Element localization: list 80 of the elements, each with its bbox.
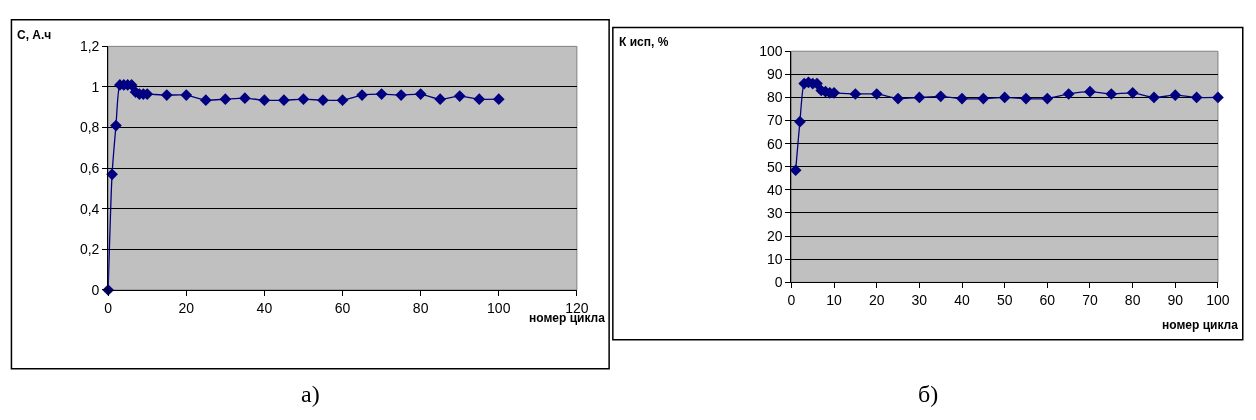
point bbox=[473, 93, 486, 106]
point bbox=[934, 90, 947, 103]
point bbox=[239, 92, 251, 104]
point bbox=[278, 94, 290, 107]
point bbox=[794, 115, 806, 128]
x-tick-label: 120 bbox=[565, 299, 589, 316]
point bbox=[297, 93, 310, 106]
x-tick-label: 20 bbox=[868, 292, 885, 309]
point bbox=[110, 119, 122, 132]
x-tick-label: 40 bbox=[954, 292, 971, 309]
point bbox=[1062, 88, 1075, 100]
text: а) bbox=[301, 381, 320, 407]
x-tick-label: 40 bbox=[256, 299, 273, 316]
y-tick-label: 1 bbox=[91, 78, 100, 95]
y-tick-label: 0,2 bbox=[79, 241, 100, 258]
point bbox=[180, 89, 193, 101]
x-tick-label: 100 bbox=[1206, 292, 1230, 309]
x-tick-label: 60 bbox=[1039, 292, 1056, 309]
point bbox=[434, 93, 447, 106]
point bbox=[1169, 89, 1182, 101]
x-tick-label: 10 bbox=[826, 292, 843, 309]
point bbox=[258, 94, 271, 107]
point bbox=[160, 89, 173, 101]
point bbox=[1041, 92, 1054, 105]
point bbox=[977, 92, 990, 105]
point bbox=[1020, 92, 1032, 105]
point bbox=[336, 94, 349, 107]
x-tick-label: 60 bbox=[334, 299, 351, 316]
y-axis-title: С, А.ч bbox=[17, 28, 52, 42]
point bbox=[1190, 91, 1203, 104]
point bbox=[1105, 88, 1118, 100]
y-tick-label: 0 bbox=[774, 274, 783, 291]
point bbox=[870, 88, 883, 100]
text: б) bbox=[918, 381, 939, 407]
point bbox=[414, 88, 427, 100]
point bbox=[375, 88, 388, 100]
x-tick-label: 80 bbox=[1124, 292, 1141, 309]
point bbox=[892, 92, 904, 105]
point bbox=[453, 90, 466, 102]
point bbox=[956, 92, 968, 105]
x-tick-label: 70 bbox=[1082, 292, 1098, 309]
point bbox=[1126, 86, 1139, 99]
y-tick-label: 0,6 bbox=[79, 160, 100, 177]
point bbox=[395, 89, 407, 101]
point bbox=[219, 93, 232, 106]
y-tick-label: 0,8 bbox=[79, 119, 100, 136]
x-tick-label: 50 bbox=[996, 292, 1013, 309]
point bbox=[913, 91, 926, 104]
y-tick-label: 40 bbox=[767, 181, 783, 198]
y-tick-label: 80 bbox=[767, 89, 783, 106]
x-axis-title: номер цикла bbox=[1162, 318, 1239, 332]
x-tick-label: 20 bbox=[178, 299, 195, 316]
y-tick-label: 1,2 bbox=[79, 38, 100, 55]
y-tick-label: 0 bbox=[91, 281, 100, 298]
point bbox=[492, 93, 505, 106]
point bbox=[106, 168, 118, 181]
y-tick-label: 0,4 bbox=[79, 200, 100, 217]
x-tick-label: 80 bbox=[412, 299, 429, 316]
x-tick-label: 90 bbox=[1167, 292, 1184, 309]
y-tick-label: 70 bbox=[767, 112, 783, 129]
y-tick-label: 10 bbox=[767, 251, 783, 268]
point bbox=[1212, 91, 1224, 104]
point bbox=[789, 164, 802, 177]
y-tick-label: 90 bbox=[767, 66, 783, 83]
point bbox=[317, 94, 329, 107]
y-tick-label: 30 bbox=[767, 204, 783, 221]
point bbox=[849, 88, 862, 100]
point bbox=[1148, 91, 1160, 104]
x-tick-label: 100 bbox=[487, 299, 511, 316]
x-tick-label: 30 bbox=[911, 292, 928, 309]
x-tick-label: 0 bbox=[104, 299, 113, 316]
point bbox=[998, 91, 1011, 104]
y-tick-label: 50 bbox=[767, 158, 783, 175]
y-axis-title: К исп, % bbox=[619, 35, 669, 49]
y-tick-label: 100 bbox=[759, 43, 783, 60]
y-tick-label: 20 bbox=[767, 228, 783, 244]
point bbox=[199, 94, 212, 107]
x-tick-label: 0 bbox=[787, 292, 796, 309]
y-tick-label: 60 bbox=[767, 135, 783, 152]
point bbox=[1084, 85, 1096, 98]
